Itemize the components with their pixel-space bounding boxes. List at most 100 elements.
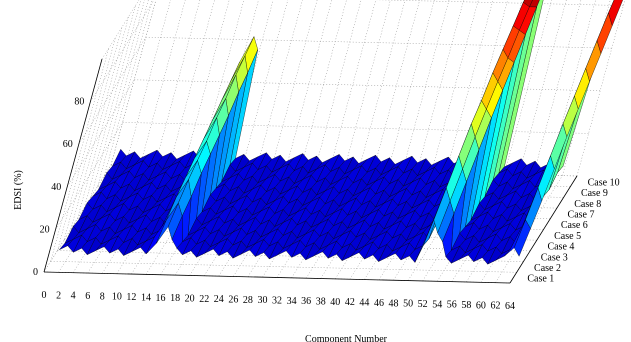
grid-line-back-x (183, 0, 230, 167)
x-tick-label: 50 (403, 299, 413, 310)
x-tick-label: 64 (505, 301, 515, 312)
grid-line-back-x (139, 0, 186, 166)
z-tick-label: 40 (51, 182, 61, 193)
z-tick-label: 20 (40, 224, 50, 235)
x-tick-label: 60 (476, 300, 486, 311)
x-tick-label: 62 (490, 301, 500, 312)
x-tick-label: 48 (389, 298, 399, 309)
x-tick-label: 6 (85, 291, 90, 302)
case-tick-label: Case 2 (534, 263, 561, 274)
x-tick-label: 54 (432, 299, 442, 310)
x-tick-label: 18 (170, 293, 180, 304)
grid-line-left-case (97, 0, 149, 187)
grid-line-back-x (416, 0, 464, 173)
z-axis-label: EDSI (%) (13, 170, 24, 210)
x-tick-label: 32 (272, 296, 282, 307)
x-tick-label: 58 (461, 300, 471, 311)
case-tick-label: Case 6 (561, 220, 588, 231)
grid-line-left-z (66, 79, 135, 187)
x-tick-label: 30 (257, 295, 267, 306)
case-tick-label: Case 9 (581, 188, 608, 199)
grid-line-left-z (101, 0, 140, 60)
x-tick-label: 56 (447, 300, 457, 311)
grid-line-left-case (57, 37, 116, 251)
z-tick-label: 80 (74, 97, 84, 108)
x-tick-label: 34 (287, 296, 297, 307)
x-axis-line (43, 271, 511, 284)
grid-line-back-x (343, 0, 391, 171)
grid-line-left-case (77, 5, 136, 219)
grid-line-back-x (110, 0, 157, 166)
grid-line-back-x (431, 0, 479, 173)
grid-line-back-x (562, 0, 611, 176)
grid-line-back-x (372, 0, 420, 172)
grid-line-back-x (169, 0, 215, 167)
grid-line-left-case (104, 0, 153, 176)
x-tick-label: 12 (126, 292, 136, 303)
grid-line-back-x (576, 0, 626, 177)
case-tick-label: Case 1 (527, 274, 554, 285)
grid-line-back-x (241, 0, 289, 169)
grid-line-left-z (90, 0, 155, 102)
x-tick-label: 22 (199, 294, 209, 305)
z-tick-label: 60 (63, 139, 73, 150)
grid-line-back-x (533, 0, 582, 176)
grid-line-back-x (300, 0, 347, 170)
case-axis-line (509, 175, 578, 284)
z-tick-label: 0 (33, 267, 38, 278)
grid-line-back-x (445, 0, 494, 173)
case-tick-label: Case 10 (588, 177, 620, 188)
grid-line-back-z (375, 0, 624, 6)
grid-line-back-z (134, 79, 601, 92)
grid-line-left-case (50, 48, 109, 262)
grid-line-back-x (387, 0, 435, 172)
grid-line-back-x (125, 0, 171, 166)
case-tick-label: Case 3 (541, 252, 568, 263)
x-tick-label: 26 (228, 294, 238, 305)
surface-plot (59, 0, 623, 265)
surface-facet (596, 12, 613, 55)
grid-line-back-x (154, 0, 201, 167)
grid-line-back-x (285, 0, 333, 170)
grid-line-back-z (122, 122, 589, 134)
x-tick-label: 16 (156, 293, 166, 304)
x-tick-label: 44 (359, 298, 369, 309)
x-tick-label: 20 (185, 293, 195, 304)
grid-line-left-case (70, 16, 130, 230)
surface-facet (585, 40, 602, 82)
x-tick-label: 36 (301, 296, 311, 307)
x-tick-label: 42 (345, 297, 355, 308)
grid-line-back-x (314, 0, 362, 170)
x-tick-label: 2 (56, 290, 61, 301)
x-tick-label: 24 (214, 294, 224, 305)
case-tick-label: Case 8 (574, 199, 601, 210)
grid-line-back-x (270, 0, 318, 169)
case-tick-label: Case 7 (568, 209, 595, 220)
grid-line-back-x (256, 0, 303, 169)
z-axis-line (43, 58, 103, 273)
grid-line-left-case (83, 0, 142, 208)
grid-line-back-x (358, 0, 406, 171)
x-tick-label: 28 (243, 295, 253, 306)
case-tick-label: Case 4 (547, 242, 574, 253)
grid-line-back-x (518, 0, 567, 175)
x-tick-label: 46 (374, 298, 384, 309)
grid-line-left-case (63, 26, 123, 240)
x-tick-label: 14 (141, 292, 151, 303)
grid-line-left-case (90, 0, 145, 198)
x-tick-label: 10 (112, 292, 122, 303)
x-tick-label: 38 (316, 297, 326, 308)
grid-line-back-x (402, 0, 450, 172)
grid-line-left-case (110, 0, 157, 166)
tick-labels: 0 2 4 6 8 10 12 14 16 18 20 22 24 26 28 30 32 34 36 38 40 42 4… (33, 97, 620, 312)
x-tick-label: 4 (71, 291, 76, 302)
surface-facet (514, 219, 531, 257)
x-tick-label: 52 (418, 299, 428, 310)
x-axis-label: Component Number (305, 334, 388, 342)
x-tick-label: 8 (100, 291, 105, 302)
grid-line-left-z (55, 122, 123, 230)
grid-line-back-x (329, 0, 377, 171)
grid-line-back-x (503, 0, 552, 175)
x-tick-label: 40 (330, 297, 340, 308)
